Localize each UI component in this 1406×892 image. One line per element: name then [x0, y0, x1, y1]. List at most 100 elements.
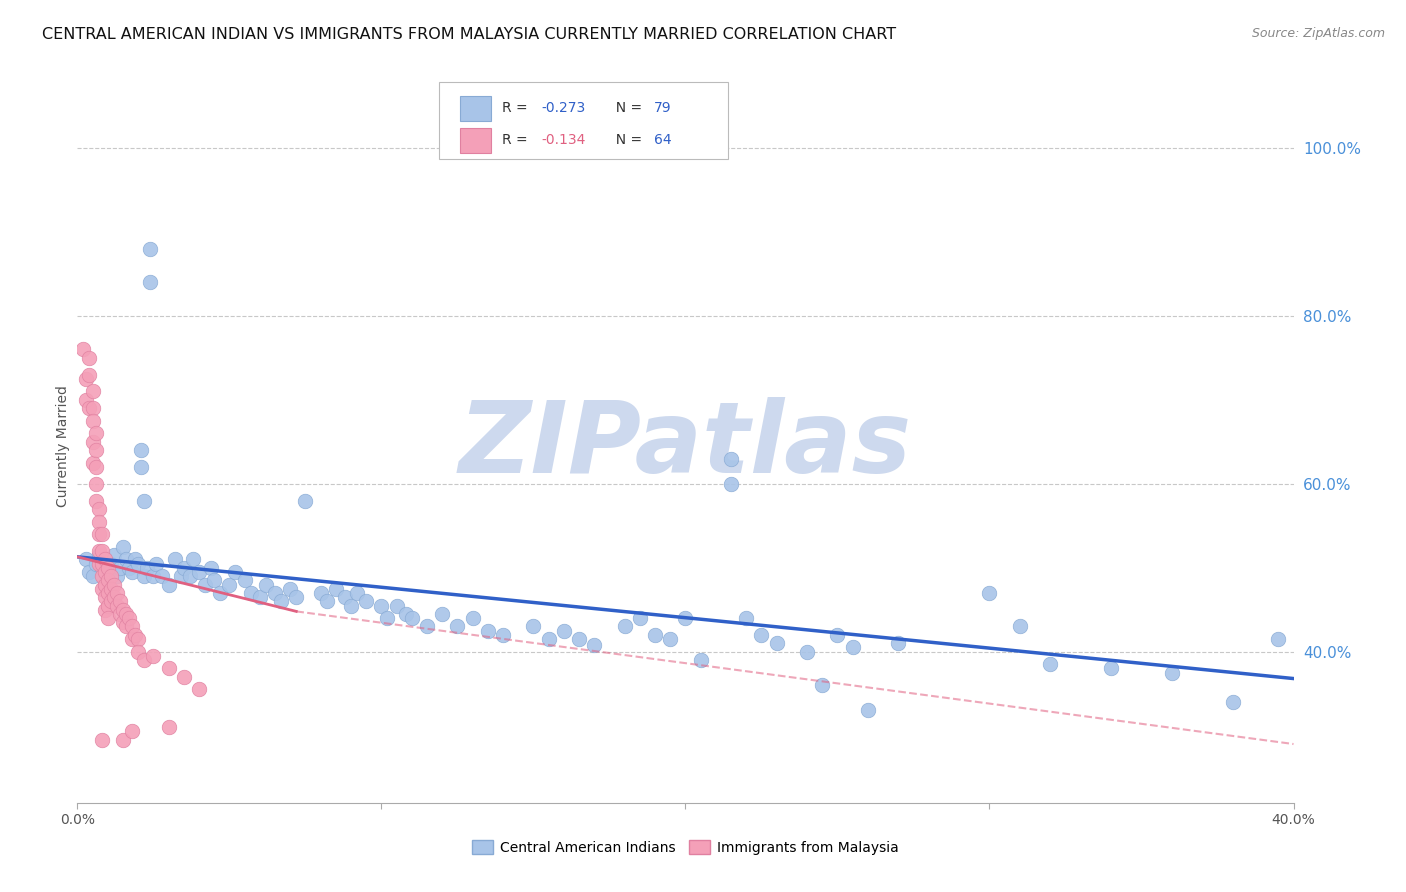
Point: [139, 275, 162, 289]
Point: [179, 569, 201, 583]
Point: [492, 628, 515, 642]
Point: [856, 703, 879, 717]
Point: [254, 577, 277, 591]
Point: [118, 560, 141, 574]
Point: [173, 670, 195, 684]
Point: [416, 619, 439, 633]
Point: [157, 577, 180, 591]
Point: [84, 460, 107, 475]
Point: [93, 552, 115, 566]
Legend: Central American Indians, Immigrants from Malaysia: Central American Indians, Immigrants fro…: [467, 834, 904, 860]
Text: ZIPatlas: ZIPatlas: [458, 398, 912, 494]
Point: [90, 582, 112, 596]
Point: [537, 632, 560, 646]
Point: [82, 569, 104, 583]
Point: [446, 619, 468, 633]
Text: 79: 79: [654, 102, 672, 115]
Point: [354, 594, 377, 608]
Point: [115, 552, 138, 566]
Point: [477, 624, 499, 638]
Text: N =: N =: [607, 134, 647, 147]
Point: [121, 724, 143, 739]
Point: [108, 560, 131, 574]
Point: [90, 560, 112, 574]
Point: [170, 569, 193, 583]
Point: [188, 565, 211, 579]
Point: [100, 557, 122, 571]
Point: [134, 653, 156, 667]
Point: [75, 552, 97, 566]
Point: [200, 560, 222, 574]
Point: [84, 493, 107, 508]
Point: [264, 586, 287, 600]
Point: [827, 628, 849, 642]
Point: [134, 493, 156, 508]
Point: [105, 569, 128, 583]
Point: [124, 628, 146, 642]
Point: [84, 426, 107, 441]
Point: [202, 574, 225, 588]
Point: [233, 574, 256, 588]
Point: [127, 645, 149, 659]
Point: [659, 632, 682, 646]
Point: [79, 368, 101, 382]
Point: [100, 594, 122, 608]
Point: [1039, 657, 1062, 672]
Point: [675, 611, 697, 625]
Point: [979, 586, 1001, 600]
Point: [395, 607, 418, 621]
Point: [90, 732, 112, 747]
Point: [90, 557, 112, 571]
Point: [90, 544, 112, 558]
Point: [87, 502, 110, 516]
Point: [142, 648, 165, 663]
Point: [100, 569, 122, 583]
Y-axis label: Currently Married: Currently Married: [56, 385, 70, 507]
Point: [121, 619, 143, 633]
Point: [103, 548, 125, 562]
Point: [370, 599, 392, 613]
Point: [1099, 661, 1122, 675]
Point: [1008, 619, 1031, 633]
Point: [93, 552, 115, 566]
Point: [194, 577, 217, 591]
Point: [218, 577, 240, 591]
Point: [87, 515, 110, 529]
Point: [309, 586, 332, 600]
Point: [568, 632, 591, 646]
Point: [108, 594, 131, 608]
Point: [115, 607, 138, 621]
Point: [765, 636, 787, 650]
Point: [887, 636, 910, 650]
Text: Source: ZipAtlas.com: Source: ZipAtlas.com: [1251, 27, 1385, 40]
Point: [90, 569, 112, 583]
Point: [111, 540, 134, 554]
Point: [84, 476, 107, 491]
Point: [82, 414, 104, 428]
Point: [720, 476, 742, 491]
Point: [157, 720, 180, 734]
Point: [79, 351, 101, 365]
Point: [249, 590, 271, 604]
Text: 64: 64: [654, 134, 672, 147]
Point: [224, 565, 246, 579]
Point: [72, 343, 94, 357]
Point: [121, 565, 143, 579]
Point: [84, 557, 107, 571]
Point: [270, 594, 292, 608]
Point: [129, 460, 152, 475]
Point: [93, 577, 115, 591]
Point: [720, 451, 742, 466]
Point: [127, 557, 149, 571]
Point: [173, 560, 195, 574]
Point: [103, 590, 125, 604]
Point: [689, 653, 711, 667]
Point: [385, 599, 408, 613]
Point: [79, 401, 101, 416]
Point: [346, 586, 368, 600]
Point: [87, 548, 110, 562]
Point: [430, 607, 453, 621]
Point: [841, 640, 863, 655]
Point: [340, 599, 363, 613]
Point: [811, 678, 834, 692]
